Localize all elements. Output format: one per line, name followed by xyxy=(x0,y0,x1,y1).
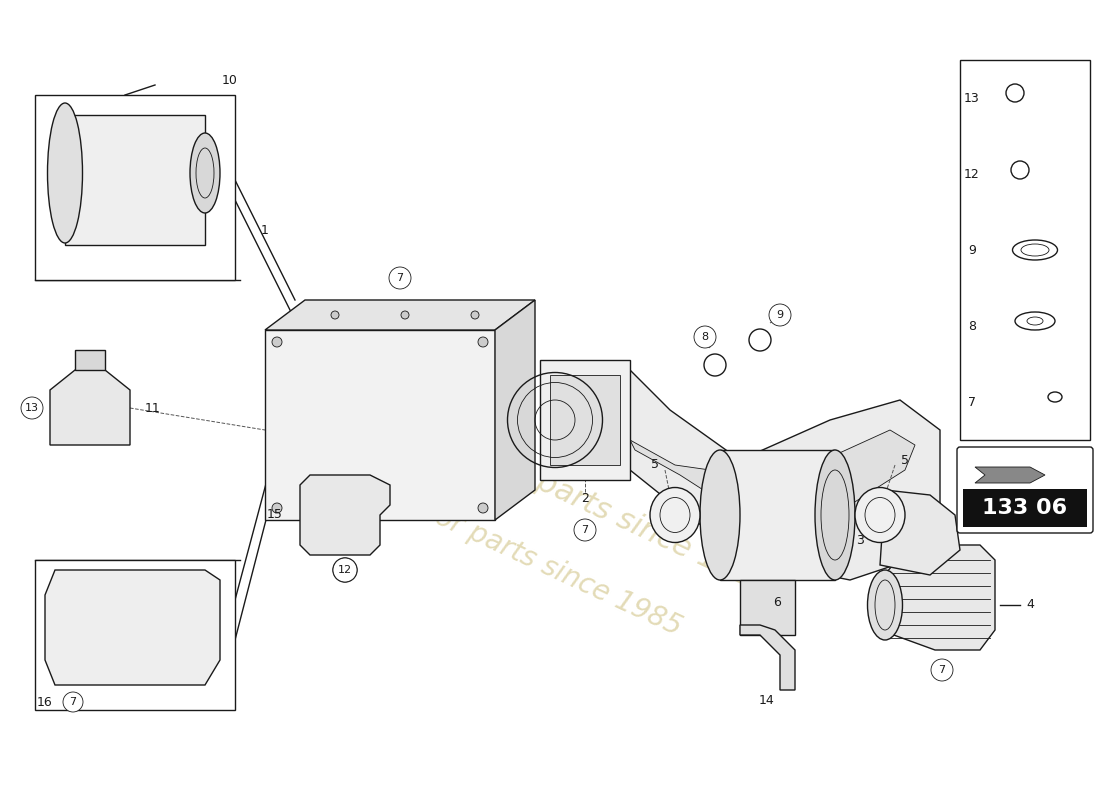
Text: 8: 8 xyxy=(968,319,976,333)
Text: 16: 16 xyxy=(37,695,53,709)
FancyBboxPatch shape xyxy=(35,560,235,710)
Text: 13: 13 xyxy=(964,91,980,105)
Text: 7: 7 xyxy=(69,697,77,707)
Polygon shape xyxy=(265,300,535,330)
Polygon shape xyxy=(75,350,104,370)
Circle shape xyxy=(333,558,358,582)
Circle shape xyxy=(478,503,488,513)
Circle shape xyxy=(769,304,791,326)
Polygon shape xyxy=(740,625,795,690)
Ellipse shape xyxy=(815,450,855,580)
Circle shape xyxy=(389,267,411,289)
FancyBboxPatch shape xyxy=(957,447,1093,533)
Polygon shape xyxy=(550,375,620,465)
Text: 9: 9 xyxy=(968,243,976,257)
Text: a passion for parts since 1985: a passion for parts since 1985 xyxy=(345,379,776,601)
Text: 133 06: 133 06 xyxy=(982,498,1068,518)
Text: 7: 7 xyxy=(968,395,976,409)
Polygon shape xyxy=(630,370,940,580)
Circle shape xyxy=(331,311,339,319)
Polygon shape xyxy=(880,545,996,650)
Polygon shape xyxy=(540,360,630,480)
FancyBboxPatch shape xyxy=(35,95,235,280)
Text: 12: 12 xyxy=(964,167,980,181)
Ellipse shape xyxy=(855,487,905,542)
Circle shape xyxy=(21,397,43,419)
Text: 9: 9 xyxy=(777,310,783,320)
Text: 7: 7 xyxy=(396,273,404,283)
Circle shape xyxy=(272,503,282,513)
Circle shape xyxy=(471,311,478,319)
Polygon shape xyxy=(740,580,795,635)
Polygon shape xyxy=(300,475,390,555)
Ellipse shape xyxy=(650,487,700,542)
Polygon shape xyxy=(495,300,535,520)
Text: 13: 13 xyxy=(25,403,39,413)
Text: 5: 5 xyxy=(901,454,909,466)
Polygon shape xyxy=(880,490,960,575)
Polygon shape xyxy=(720,450,835,580)
Ellipse shape xyxy=(190,133,220,213)
Text: 8: 8 xyxy=(702,332,708,342)
Ellipse shape xyxy=(700,450,740,580)
FancyBboxPatch shape xyxy=(960,60,1090,440)
Text: 1: 1 xyxy=(261,223,268,237)
Polygon shape xyxy=(45,570,220,685)
Text: 2: 2 xyxy=(581,491,589,505)
Circle shape xyxy=(478,337,488,347)
Circle shape xyxy=(63,692,82,712)
Circle shape xyxy=(931,659,953,681)
Text: 4: 4 xyxy=(1026,598,1034,611)
Text: 3: 3 xyxy=(856,534,864,546)
Text: 10: 10 xyxy=(222,74,238,86)
Text: 11: 11 xyxy=(145,402,161,414)
Polygon shape xyxy=(65,115,205,245)
Text: 15: 15 xyxy=(267,509,283,522)
Ellipse shape xyxy=(47,103,82,243)
Circle shape xyxy=(272,337,282,347)
Text: 14: 14 xyxy=(759,694,774,706)
Text: 7: 7 xyxy=(938,665,946,675)
Ellipse shape xyxy=(868,570,902,640)
Text: 5: 5 xyxy=(651,458,659,471)
Text: 6: 6 xyxy=(773,595,781,609)
Circle shape xyxy=(402,311,409,319)
Polygon shape xyxy=(265,330,495,520)
Circle shape xyxy=(694,326,716,348)
Polygon shape xyxy=(50,370,130,445)
Text: 12: 12 xyxy=(338,565,352,575)
Text: a passion for parts since 1985: a passion for parts since 1985 xyxy=(294,438,686,642)
Circle shape xyxy=(574,519,596,541)
Polygon shape xyxy=(975,467,1045,483)
Polygon shape xyxy=(630,430,915,520)
Text: 7: 7 xyxy=(582,525,588,535)
FancyBboxPatch shape xyxy=(962,489,1087,527)
